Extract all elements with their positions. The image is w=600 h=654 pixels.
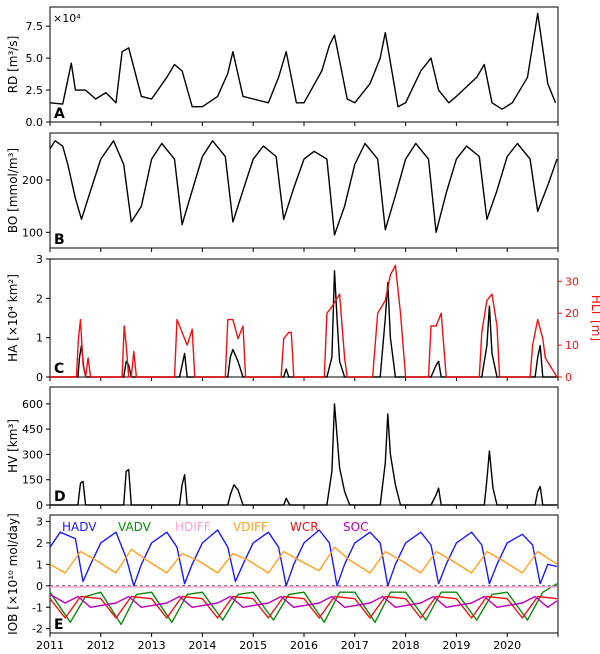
series-line-soc: [49, 593, 558, 608]
y-tick-label: 0.0: [26, 116, 44, 129]
legend-entry-hdiff: HDIFF: [175, 520, 211, 534]
y-tick-label: 0: [36, 371, 43, 384]
series-line-vadv: [49, 583, 558, 626]
series-line-C-0: [50, 270, 557, 378]
y-right-tick-label: 0: [565, 371, 572, 384]
y-axis-label: BO [mmol/m³]: [6, 148, 20, 233]
y-tick-label: 3: [36, 515, 43, 528]
y-tick-label: 150: [22, 474, 43, 487]
x-tick-label: 2012: [87, 639, 115, 650]
y-right-tick-label: 20: [565, 307, 579, 320]
y-axis-label: HA [×10⁴ km²]: [6, 274, 20, 362]
y-tick-label: 100: [22, 226, 43, 239]
legend-entry-hadv: HADV: [62, 520, 97, 534]
legend-entry-soc: SOC: [343, 520, 368, 534]
panel-label: B: [54, 232, 65, 248]
y-tick-label: 2: [36, 292, 43, 305]
y-axis-label: RD [m³/s]: [6, 36, 20, 94]
series-line-C-1: [50, 264, 558, 378]
series-line-hadv: [49, 529, 558, 587]
x-tick-label: 2014: [188, 639, 216, 650]
panel-label: D: [54, 489, 66, 505]
x-tick-label: 2017: [341, 639, 369, 650]
y-tick-label: -2: [32, 623, 43, 636]
y-axis-label: HV [km³]: [6, 419, 20, 473]
panel-B-frame: [49, 132, 559, 249]
y-tick-label: 300: [22, 448, 43, 461]
y-tick-label: 200: [22, 174, 43, 187]
panel-D-frame: [49, 386, 559, 506]
x-tick-label: 2011: [36, 639, 64, 650]
x-tick-label: 2019: [442, 639, 470, 650]
y-tick-label: 7.5: [26, 20, 44, 33]
legend-entry-wcr: WCR: [290, 520, 319, 534]
panel-label: E: [54, 617, 64, 633]
series-line-A-0: [49, 12, 557, 110]
y-tick-label: 1: [36, 332, 43, 345]
y-tick-label: 0: [36, 580, 43, 593]
x-tick-label: 2020: [493, 639, 521, 650]
x-tick-label: 2015: [239, 639, 267, 650]
series-line-vdiff: [49, 546, 558, 574]
x-tick-label: 2013: [138, 639, 166, 650]
panel-label: A: [54, 106, 65, 122]
y-tick-label: 3: [36, 253, 43, 266]
y-tick-label: 0: [36, 499, 43, 512]
series-line-B-0: [49, 140, 558, 236]
series-line-D-0: [50, 403, 557, 506]
panel-A-frame: [49, 6, 559, 123]
y-tick-label: 600: [22, 398, 43, 411]
axis-multiplier: ×10⁴: [53, 12, 81, 25]
y-tick-label: 2.5: [26, 84, 44, 97]
legend-entry-vadv: VADV: [118, 520, 152, 534]
series-line-wcr: [49, 595, 558, 619]
y-right-tick-label: 30: [565, 275, 579, 288]
x-tick-label: 2018: [392, 639, 420, 650]
panel-label: C: [54, 361, 64, 377]
y-tick-label: 5.0: [26, 52, 44, 65]
y-tick-label: -1: [32, 601, 43, 614]
y-right-tick-label: 10: [565, 339, 579, 352]
legend-entry-vdiff: VDIFF: [233, 520, 268, 534]
y-tick-label: 1: [36, 558, 43, 571]
y-axis-label: IOB [×10¹⁰ mol/day]: [6, 513, 20, 635]
y-tick-label: 2: [36, 537, 43, 550]
y-right-axis-label: HLT [m]: [589, 295, 600, 341]
x-tick-label: 2016: [290, 639, 318, 650]
y-tick-label: 450: [22, 423, 43, 436]
panel-C-frame: [49, 258, 559, 378]
